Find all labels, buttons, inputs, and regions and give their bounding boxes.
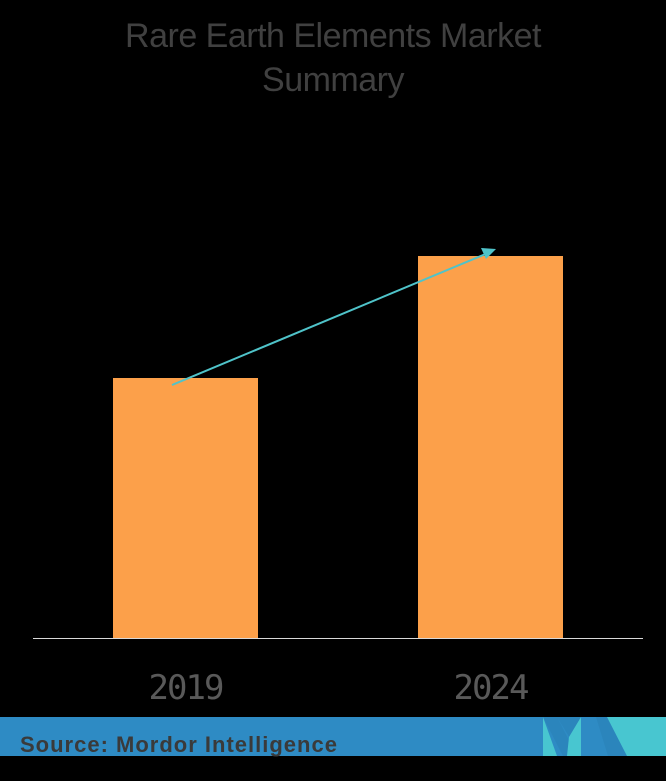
x-label-2024: 2024 (453, 668, 530, 708)
mordor-logo-icon (543, 717, 666, 756)
x-label-2019: 2019 (148, 668, 225, 708)
bar-2019 (113, 378, 258, 639)
bar-2024 (418, 256, 563, 639)
chart-title: Rare Earth Elements Market Summary (0, 14, 666, 102)
chart-title-line2: Summary (262, 61, 404, 99)
source-text: Source: Mordor Intelligence (20, 732, 338, 757)
x-axis-line (33, 638, 643, 639)
chart-title-line1: Rare Earth Elements Market (125, 17, 541, 55)
